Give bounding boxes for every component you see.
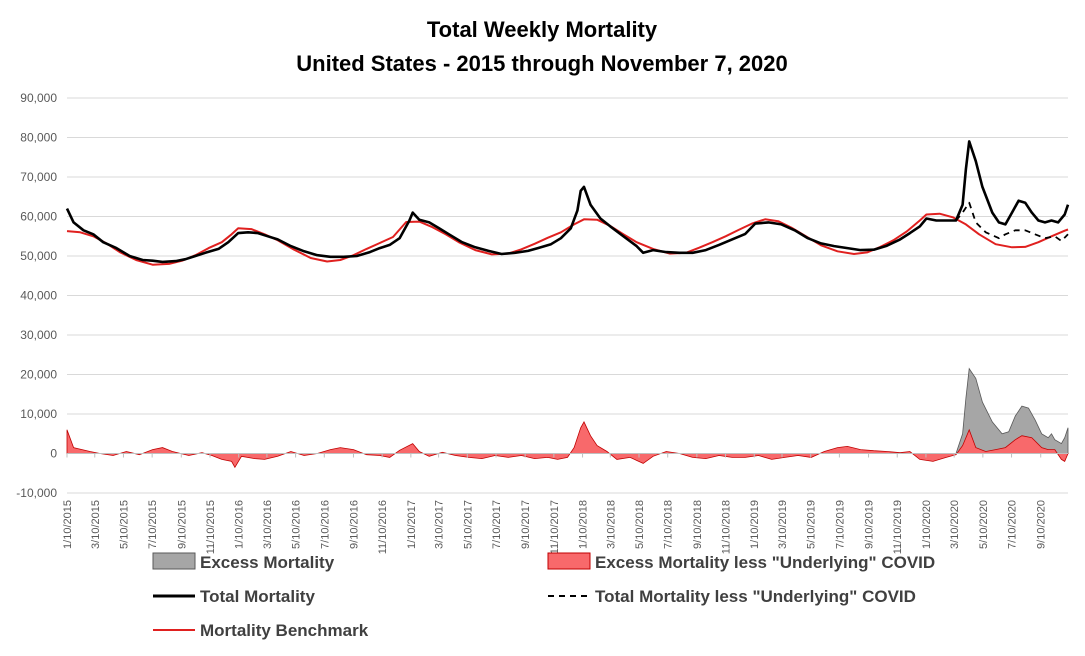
chart-subtitle: United States - 2015 through November 7,… xyxy=(296,51,788,76)
grid-lines xyxy=(67,97,1068,494)
y-tick-label: -10,000 xyxy=(16,486,57,500)
x-tick-label: 5/10/2015 xyxy=(118,500,130,549)
x-tick-label: 3/10/2020 xyxy=(949,500,961,549)
x-tick-label: 9/10/2017 xyxy=(520,500,532,549)
x-tick-label: 1/10/2015 xyxy=(62,500,74,549)
x-tick-label: 3/10/2019 xyxy=(777,500,789,549)
line-series-1 xyxy=(955,201,1069,242)
x-tick-label: 11/10/2019 xyxy=(892,500,904,554)
x-tick-label: 7/10/2015 xyxy=(147,500,159,549)
x-tick-label: 9/10/2019 xyxy=(864,500,876,549)
x-tick-label: 1/10/2017 xyxy=(406,500,418,549)
y-tick-label: 50,000 xyxy=(20,249,57,263)
x-tick-label: 9/10/2015 xyxy=(176,500,188,549)
area-series xyxy=(66,367,1069,469)
legend-label-total-mortality: Total Mortality xyxy=(200,587,315,606)
legend-item-excess-mortality: Excess Mortality xyxy=(152,552,335,572)
legend-label-benchmark: Mortality Benchmark xyxy=(200,621,369,640)
x-tick-label: 5/10/2016 xyxy=(291,500,303,549)
chart-title: Total Weekly Mortality xyxy=(427,17,658,42)
x-tick-label: 1/10/2016 xyxy=(234,500,246,549)
x-tick-label: 7/10/2020 xyxy=(1007,500,1019,549)
x-tick-label: 1/10/2020 xyxy=(921,500,933,549)
y-tick-label: 70,000 xyxy=(20,170,57,184)
x-tick-label: 5/10/2019 xyxy=(806,500,818,549)
y-tick-label: 80,000 xyxy=(20,131,57,145)
x-tick-label: 7/10/2018 xyxy=(663,500,675,549)
y-axis-ticks: -10,000 0 10,000 20,000 30,000 40,000 50,000 60… xyxy=(16,91,57,500)
x-axis-ticks: 1/10/2015 3/10/2015 5/10/2015 7/10/2015 9/10… xyxy=(62,453,1048,554)
x-tick-label: 11/10/2016 xyxy=(377,500,389,554)
x-tick-label: 3/10/2016 xyxy=(262,500,274,549)
legend-item-total-mortality: Total Mortality xyxy=(153,587,315,606)
x-tick-label: 5/10/2017 xyxy=(462,500,474,549)
x-tick-label: 9/10/2020 xyxy=(1036,500,1048,549)
area-series-3 xyxy=(946,367,1069,454)
x-tick-label: 3/10/2017 xyxy=(434,500,446,549)
x-tick-label: 11/10/2015 xyxy=(205,500,217,554)
x-tick-label: 11/10/2017 xyxy=(549,500,561,554)
x-tick-label: 11/10/2018 xyxy=(721,500,733,554)
area-series-4 xyxy=(66,421,1069,469)
legend-swatch-excess-less-covid xyxy=(547,552,591,570)
legend-label-total-less-covid: Total Mortality less "Underlying" COVID xyxy=(595,587,916,606)
x-tick-label: 3/10/2015 xyxy=(90,500,102,549)
x-tick-label: 1/10/2018 xyxy=(578,500,590,549)
line-series-0 xyxy=(65,140,1070,264)
legend-item-total-less-covid: Total Mortality less "Underlying" COVID xyxy=(548,587,916,606)
y-tick-label: 30,000 xyxy=(20,328,57,342)
x-tick-label: 7/10/2019 xyxy=(834,500,846,549)
legend-item-benchmark: Mortality Benchmark xyxy=(153,621,369,640)
x-tick-label: 7/10/2016 xyxy=(319,500,331,549)
y-tick-label: 40,000 xyxy=(20,289,57,303)
y-tick-label: 90,000 xyxy=(20,91,57,105)
line-series-2 xyxy=(66,212,1069,266)
x-tick-label: 9/10/2016 xyxy=(348,500,360,549)
legend-label-excess-less-covid: Excess Mortality less "Underlying" COVID xyxy=(595,553,935,572)
legend-label-excess-mortality: Excess Mortality xyxy=(200,553,335,572)
y-tick-label: 60,000 xyxy=(20,210,57,224)
y-tick-label: 20,000 xyxy=(20,368,57,382)
y-tick-label: 10,000 xyxy=(20,407,57,421)
legend: Excess Mortality Excess Mortality less "… xyxy=(152,552,935,640)
x-tick-label: 5/10/2020 xyxy=(978,500,990,549)
legend-item-excess-less-covid: Excess Mortality less "Underlying" COVID xyxy=(547,552,935,572)
y-tick-label: 0 xyxy=(50,447,57,461)
line-series xyxy=(65,140,1070,266)
x-tick-label: 1/10/2019 xyxy=(749,500,761,549)
x-tick-label: 9/10/2018 xyxy=(692,500,704,549)
x-tick-label: 7/10/2017 xyxy=(491,500,503,549)
x-tick-label: 5/10/2018 xyxy=(634,500,646,549)
x-tick-label: 3/10/2018 xyxy=(605,500,617,549)
legend-swatch-excess-mortality xyxy=(152,552,196,570)
